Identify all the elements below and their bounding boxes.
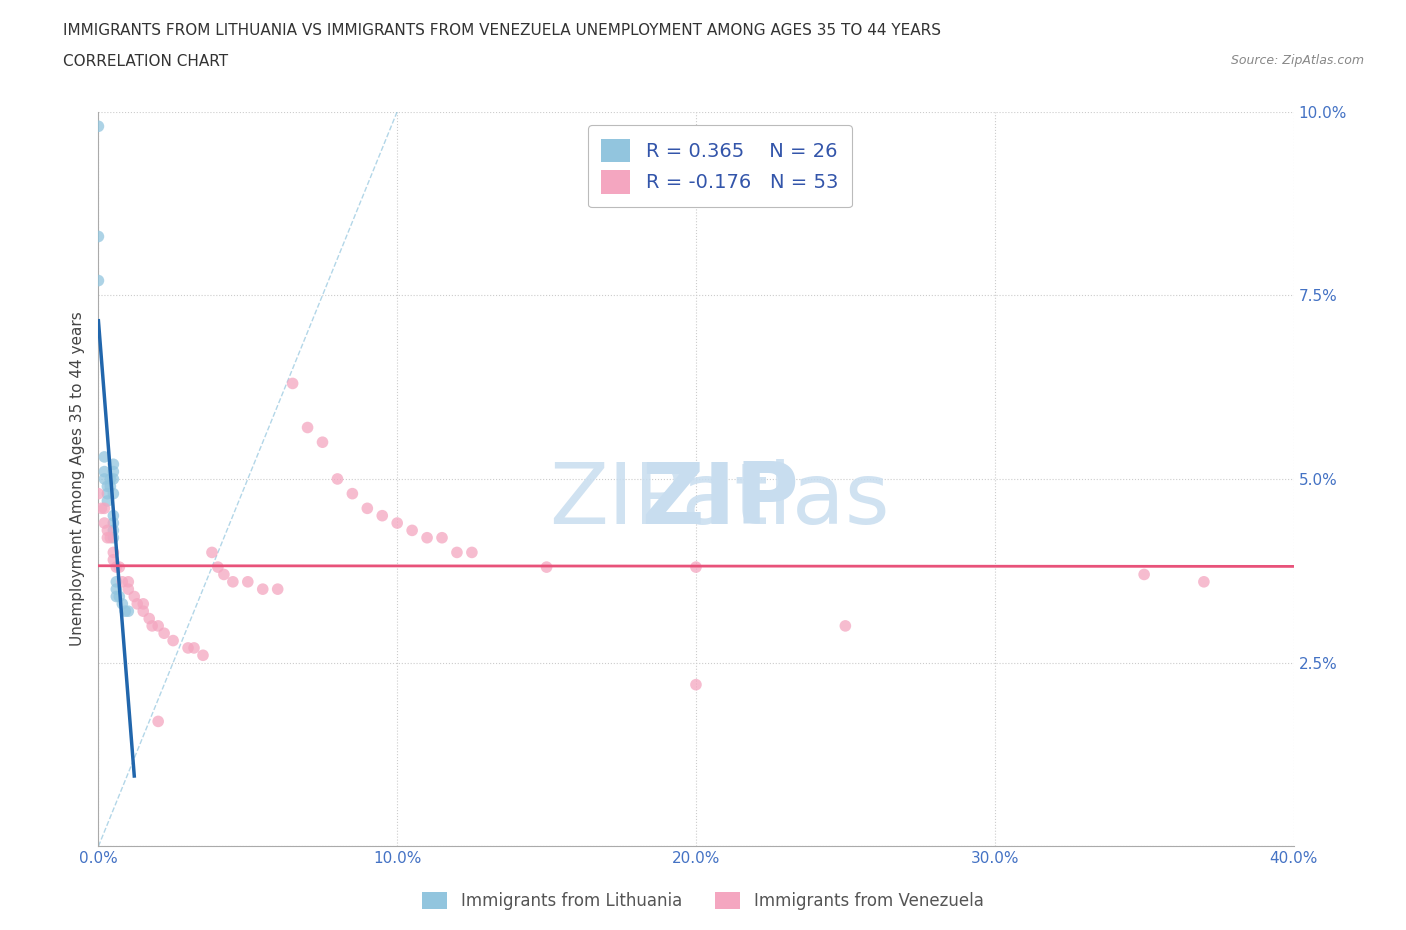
Point	[93, 515, 115, 530]
Point	[105, 582, 128, 597]
Point	[105, 560, 128, 575]
Point	[105, 589, 128, 604]
Point	[117, 604, 139, 618]
Point	[183, 641, 205, 656]
Legend: Immigrants from Lithuania, Immigrants from Venezuela: Immigrants from Lithuania, Immigrants fr…	[416, 885, 990, 917]
Point	[111, 596, 134, 611]
Point	[127, 596, 149, 611]
Text: ZIP: ZIP	[641, 459, 799, 542]
Point	[201, 545, 224, 560]
Point	[326, 472, 349, 486]
Point	[385, 515, 409, 530]
Point	[212, 567, 235, 582]
Point	[1192, 575, 1215, 590]
Point	[93, 472, 115, 486]
Point	[311, 435, 333, 450]
Point	[685, 560, 707, 575]
Point	[236, 575, 259, 590]
Point	[191, 648, 214, 663]
Point	[103, 515, 125, 530]
Point	[96, 479, 118, 494]
Point	[117, 582, 139, 597]
Point	[111, 575, 134, 590]
Point	[401, 523, 423, 538]
Point	[90, 501, 112, 516]
Point	[117, 575, 139, 590]
Point	[342, 486, 364, 501]
Point	[536, 560, 558, 575]
Point	[96, 530, 118, 545]
Point	[281, 376, 304, 391]
Point	[87, 229, 110, 244]
Legend: R = 0.365    N = 26, R = -0.176   N = 53: R = 0.365 N = 26, R = -0.176 N = 53	[588, 125, 852, 207]
Point	[98, 472, 122, 486]
Point	[108, 560, 131, 575]
Point	[124, 589, 146, 604]
Point	[103, 464, 125, 479]
Point	[207, 560, 229, 575]
Point	[96, 494, 118, 509]
Point	[87, 486, 110, 501]
Point	[132, 596, 155, 611]
Point	[371, 508, 394, 523]
Point	[103, 508, 125, 523]
Point	[103, 523, 125, 538]
Point	[446, 545, 468, 560]
Point	[93, 501, 115, 516]
Point	[96, 486, 118, 501]
Point	[416, 530, 439, 545]
Point	[153, 626, 176, 641]
Point	[98, 530, 122, 545]
Point	[108, 589, 131, 604]
Point	[1133, 567, 1156, 582]
Point	[103, 545, 125, 560]
Text: CORRELATION CHART: CORRELATION CHART	[63, 54, 228, 69]
Point	[138, 611, 160, 626]
Point	[685, 677, 707, 692]
Point	[103, 552, 125, 567]
Text: IMMIGRANTS FROM LITHUANIA VS IMMIGRANTS FROM VENEZUELA UNEMPLOYMENT AMONG AGES 3: IMMIGRANTS FROM LITHUANIA VS IMMIGRANTS …	[63, 23, 941, 38]
Point	[103, 486, 125, 501]
Point	[356, 501, 378, 516]
Point	[87, 273, 110, 288]
Point	[103, 472, 125, 486]
Point	[87, 119, 110, 134]
Point	[177, 641, 200, 656]
Point	[93, 449, 115, 464]
Point	[132, 604, 155, 618]
Y-axis label: Unemployment Among Ages 35 to 44 years: Unemployment Among Ages 35 to 44 years	[69, 312, 84, 646]
Point	[162, 633, 184, 648]
Point	[148, 618, 170, 633]
Point	[461, 545, 484, 560]
Point	[93, 464, 115, 479]
Point	[148, 714, 170, 729]
Point	[96, 523, 118, 538]
Point	[222, 575, 245, 590]
Point	[834, 618, 856, 633]
Point	[267, 582, 290, 597]
Point	[430, 530, 453, 545]
Point	[103, 530, 125, 545]
Point	[252, 582, 274, 597]
Point	[98, 479, 122, 494]
Point	[141, 618, 163, 633]
Text: ZIPatlas: ZIPatlas	[550, 459, 890, 542]
Text: Source: ZipAtlas.com: Source: ZipAtlas.com	[1230, 54, 1364, 67]
Point	[103, 457, 125, 472]
Point	[297, 420, 319, 435]
Point	[105, 575, 128, 590]
Point	[114, 604, 136, 618]
